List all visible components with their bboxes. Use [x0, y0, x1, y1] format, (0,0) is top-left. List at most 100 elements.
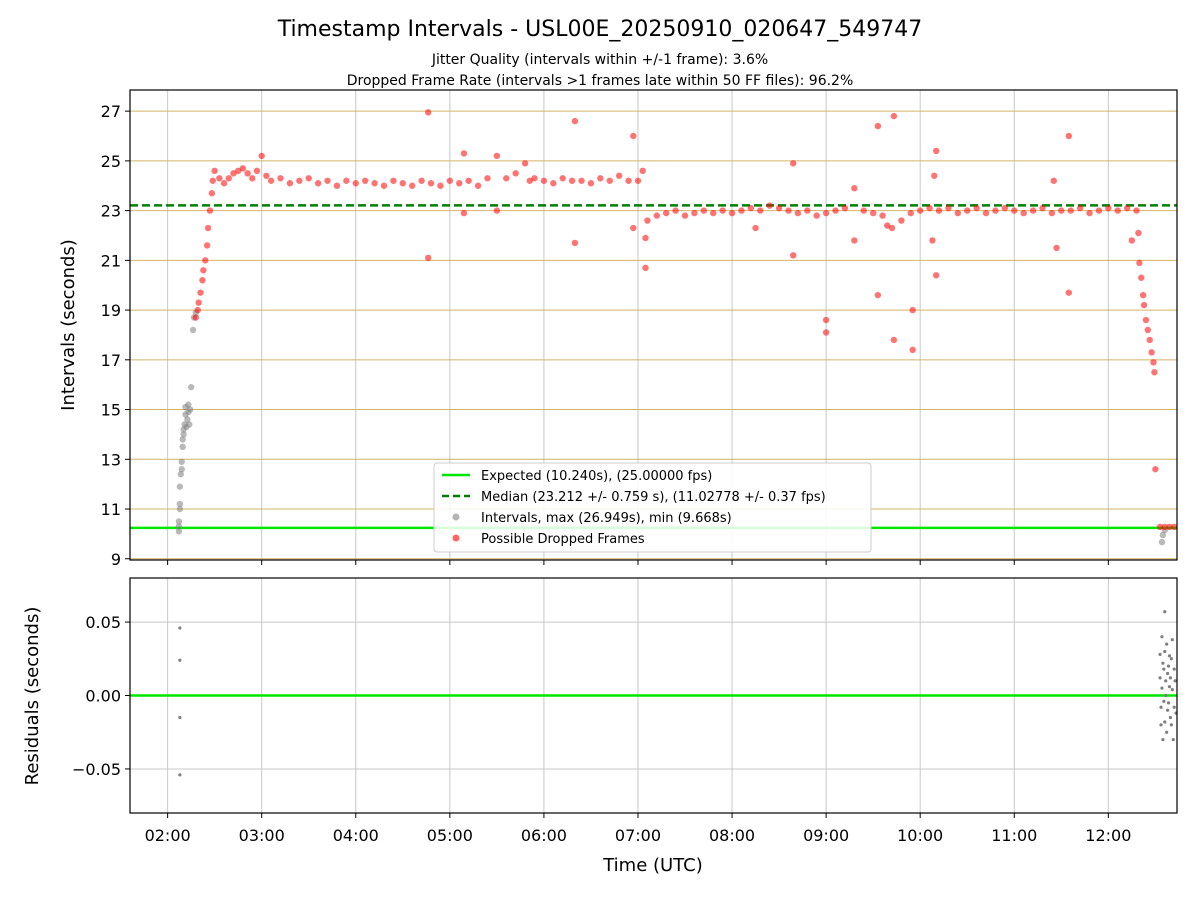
dropped-frame-point [1114, 207, 1121, 214]
dropped-frame-point [208, 190, 216, 197]
residual-point [1162, 667, 1166, 671]
residuals-y-tick-label: 0.05 [85, 613, 121, 632]
dropped-frame-point [202, 257, 209, 264]
chart-subtitle-2: Dropped Frame Rate (intervals >1 frames … [347, 73, 854, 89]
dropped-frame-point [1139, 291, 1147, 299]
dropped-frame-point [258, 152, 265, 160]
dropped-frame-point [932, 272, 940, 279]
intervals-y-tick-label: 9 [111, 550, 121, 569]
intervals-y-tick-label: 13 [101, 450, 121, 469]
dropped-frame-point [1156, 523, 1164, 531]
dropped-frame-point [249, 175, 256, 182]
dropped-frame-point [606, 177, 613, 184]
intervals-y-tick-label: 21 [101, 251, 121, 270]
legend-dropped-label: Possible Dropped Frames [481, 532, 645, 547]
dropped-frame-point [587, 180, 595, 187]
dropped-frame-point [929, 237, 936, 244]
residual-point [1160, 686, 1164, 690]
interval-point [176, 505, 184, 513]
x-tick-label: 03:00 [239, 826, 285, 845]
dropped-frame-point [757, 207, 764, 214]
residual-point [1165, 671, 1170, 676]
x-tick-label: 09:00 [803, 826, 849, 845]
dropped-frame-point [206, 207, 214, 214]
intervals-y-tick-label: 25 [101, 152, 121, 171]
chart-title: Timestamp Intervals - USL00E_20250910_02… [277, 17, 923, 42]
dropped-frame-point [531, 175, 538, 182]
residual-point [1163, 649, 1167, 654]
residual-point [1165, 642, 1169, 646]
x-tick-label: 07:00 [615, 826, 661, 845]
dropped-frame-point [437, 182, 444, 189]
dropped-frame-point [789, 252, 797, 259]
dropped-frame-point [1148, 349, 1155, 356]
dropped-frame-point [888, 224, 896, 232]
residual-point [1159, 723, 1163, 727]
x-tick-label: 11:00 [991, 826, 1037, 845]
dropped-frame-point [571, 239, 579, 247]
dropped-frame-point [1133, 207, 1140, 214]
x-tick-label: 04:00 [333, 826, 379, 845]
dropped-frame-point [747, 204, 755, 212]
dropped-frame-point [841, 204, 849, 212]
dropped-frame-point [954, 209, 962, 217]
dropped-frame-point [263, 172, 270, 179]
dropped-frame-point [390, 177, 397, 184]
dropped-frame-point [1170, 523, 1178, 531]
dropped-frame-point [752, 224, 759, 232]
dropped-frame-point [625, 177, 632, 184]
dropped-frame-point [909, 306, 916, 314]
interval-point [175, 518, 183, 525]
residual-point [1169, 723, 1173, 727]
dropped-frame-point [296, 177, 303, 184]
interval-point [178, 458, 185, 465]
legend: Expected (10.240s), (25.00000 fps) Media… [433, 462, 872, 553]
dropped-frame-point [1105, 204, 1112, 212]
dropped-frame-point [568, 177, 576, 184]
residuals-y-ticks: −0.05 0.00 0.05 [72, 613, 130, 779]
dropped-frame-point [907, 209, 914, 217]
interval-point [184, 416, 191, 423]
dropped-frame-point [719, 207, 726, 214]
dropped-frame-point [380, 182, 388, 189]
dropped-frame-point [710, 209, 717, 217]
dropped-frame-point [1065, 132, 1073, 140]
dropped-frame-point [230, 170, 237, 177]
residual-point [1158, 676, 1162, 680]
residuals-y-tick-label: −0.05 [72, 760, 121, 779]
dropped-frame-point [879, 212, 886, 219]
intervals-y-ticks: 9 11 13 15 17 19 21 23 25 27 [101, 102, 130, 569]
dropped-frame-point [634, 177, 642, 184]
residuals-panel: −0.050.000.05 02:00 03:00 04:00 05:00 06:00 0… [22, 577, 1178, 876]
residual-point [1166, 701, 1171, 705]
interval-point [177, 471, 184, 478]
dropped-frame-point [324, 177, 331, 184]
interval-point [179, 443, 186, 451]
dropped-frame-point [1136, 259, 1143, 267]
dropped-frame-point [460, 209, 468, 217]
dropped-frame-point [890, 336, 898, 344]
dropped-frame-point [931, 172, 938, 179]
dropped-frame-point [1150, 359, 1157, 366]
dropped-frame-point [244, 170, 251, 177]
dropped-frame-point [869, 209, 877, 217]
legend-expected-label: Expected (10.240s), (25.00000 fps) [481, 469, 712, 484]
dropped-frame-point [992, 207, 999, 214]
dropped-frame-point [484, 175, 491, 182]
residual-point [1167, 685, 1172, 689]
dropped-frame-point [578, 177, 585, 184]
dropped-frame-point [775, 204, 783, 212]
intervals-y-tick-label: 17 [101, 351, 121, 370]
dropped-frame-point [225, 175, 232, 182]
residual-point [1169, 657, 1173, 661]
residuals-x-ticks: 02:00 03:00 04:00 05:00 06:00 07:00 08:00 09:00… [145, 813, 1131, 845]
dropped-frame-point [195, 299, 202, 306]
dropped-frame-point [234, 167, 242, 175]
residual-point [1160, 635, 1164, 639]
dropped-frame-point [343, 177, 350, 184]
dropped-frame-point [794, 209, 802, 217]
intervals-x-ticks [167, 560, 1109, 565]
dropped-frame-point [898, 217, 905, 224]
dropped-frame-point [305, 175, 312, 182]
